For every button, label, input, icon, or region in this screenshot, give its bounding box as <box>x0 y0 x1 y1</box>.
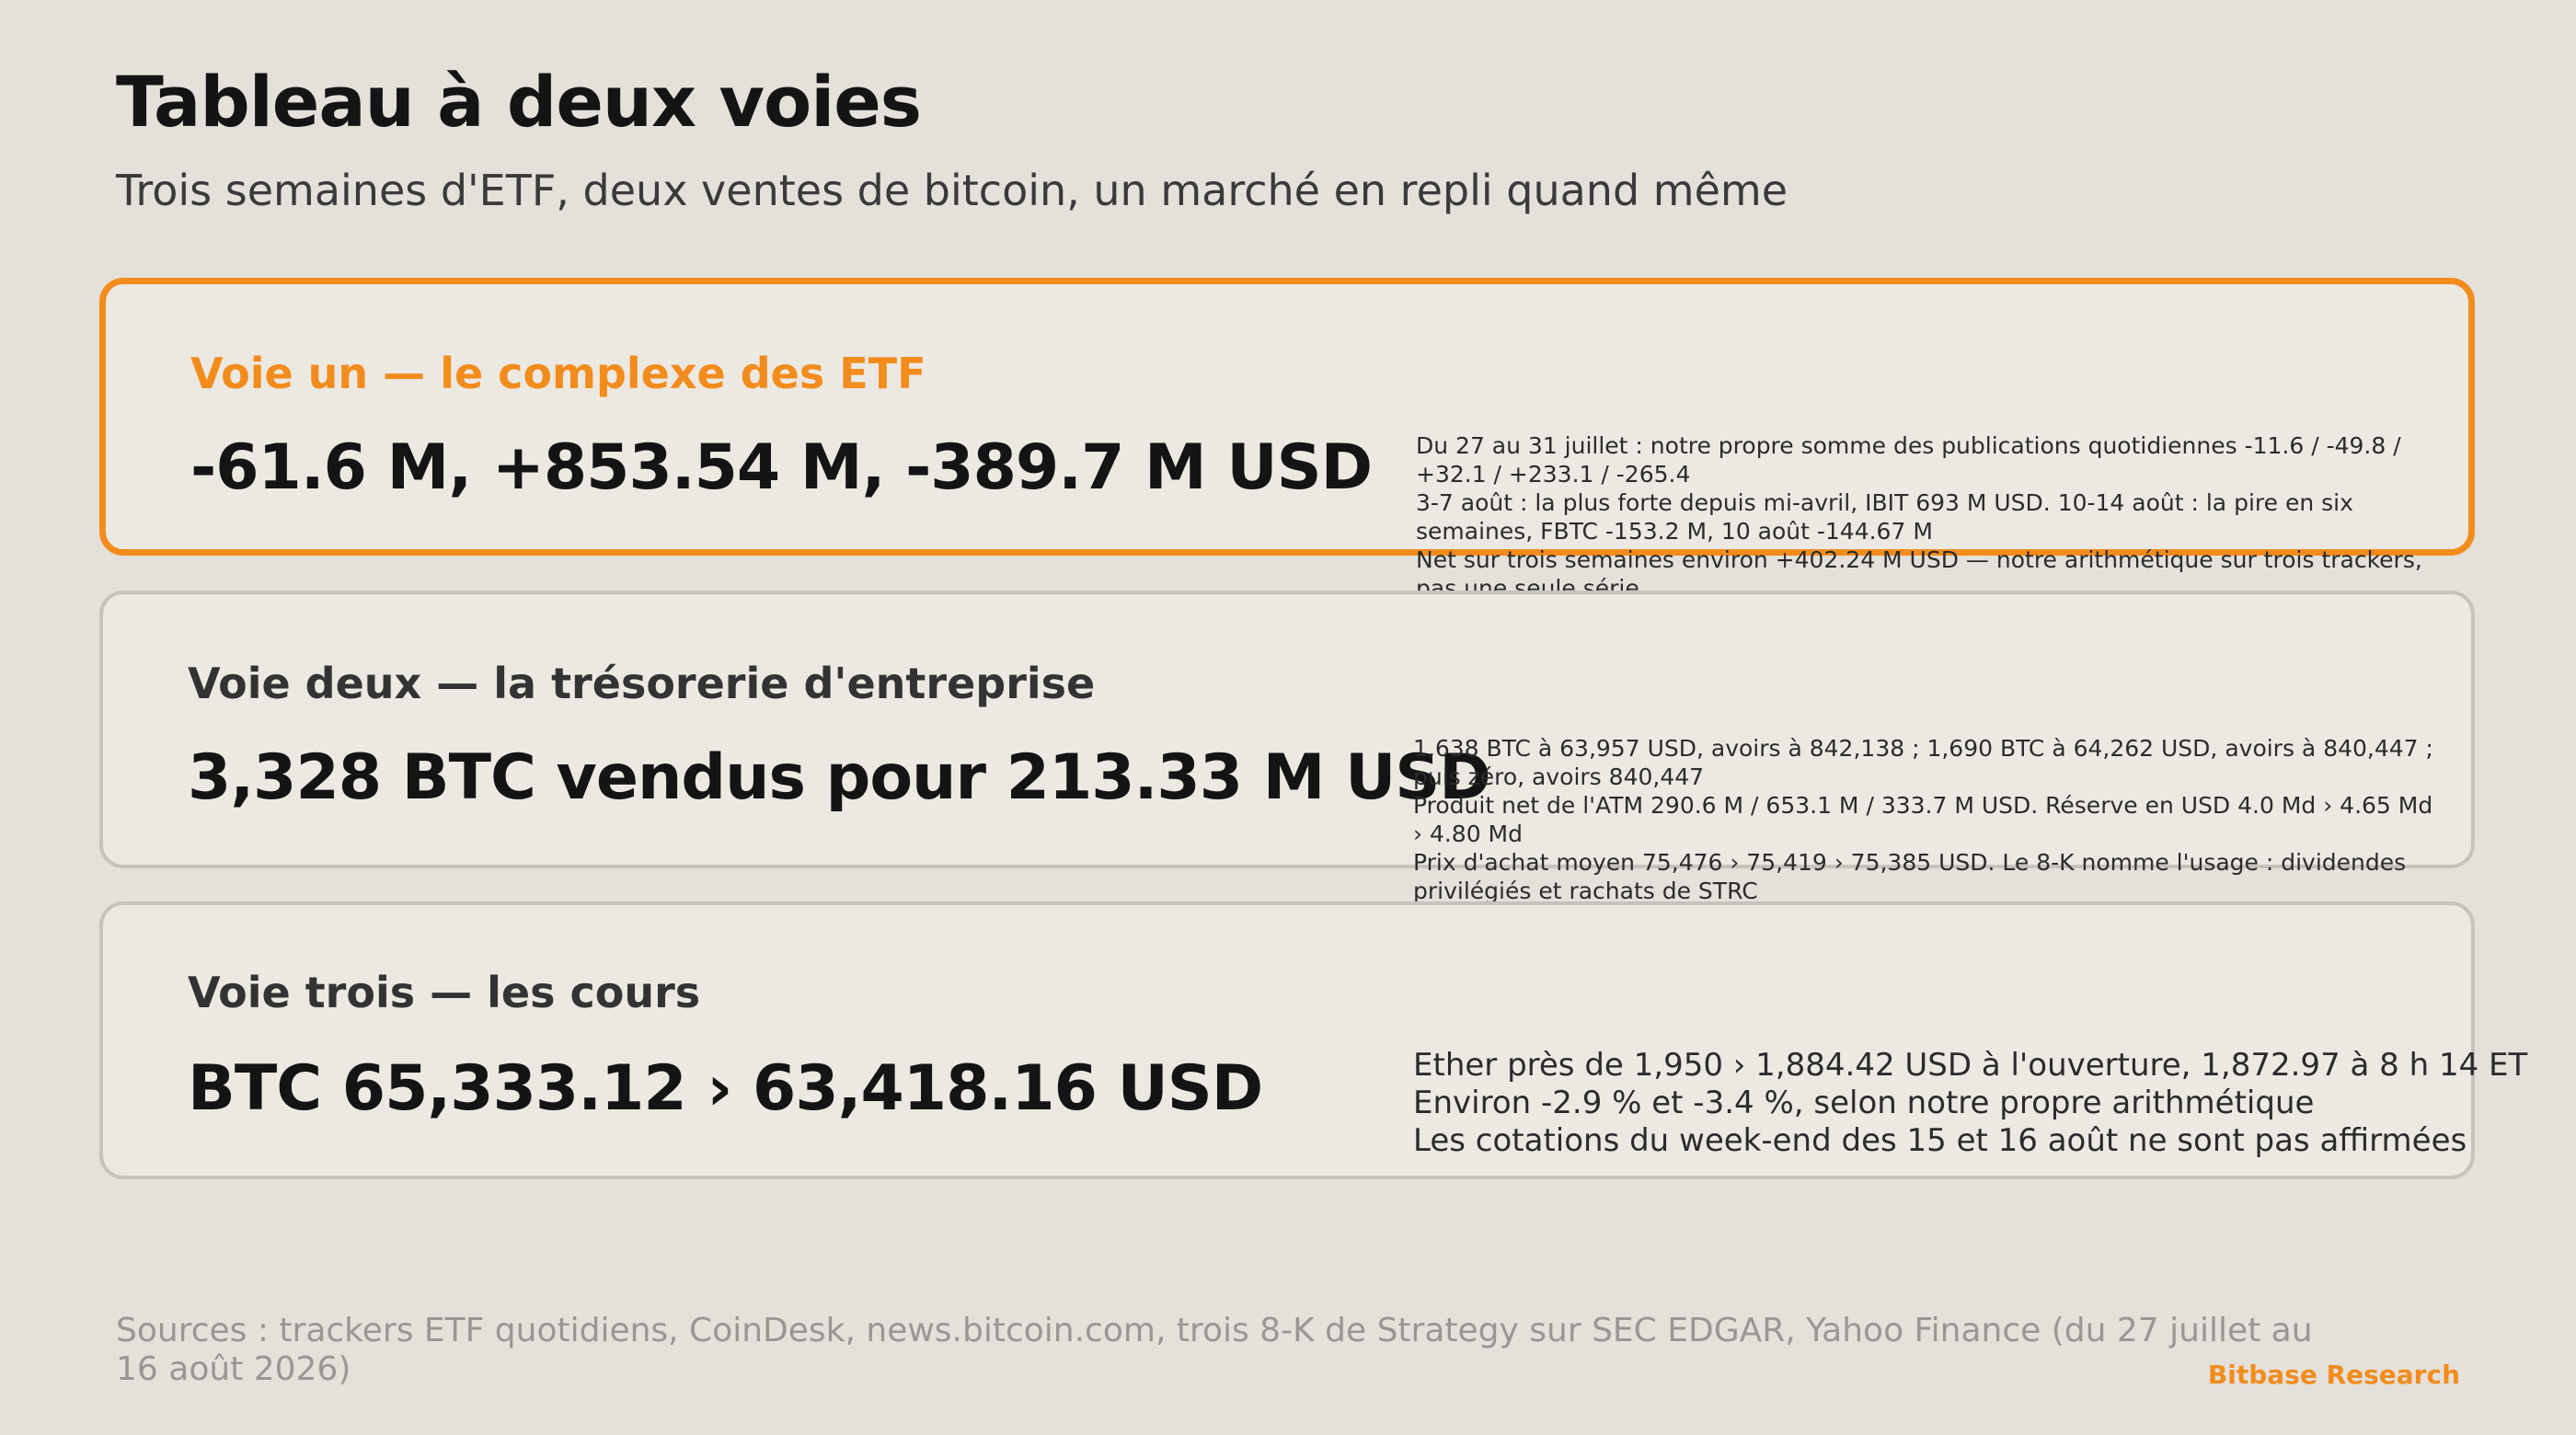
lane-heading: Voie deux — la trésorerie d'entreprise <box>188 659 1096 708</box>
lane-note: Produit net de l'ATM 290.6 M / 653.1 M /… <box>1413 792 2433 847</box>
lane-note: Du 27 au 31 juillet : notre propre somme… <box>1416 432 2401 488</box>
lane-treasury-panel: Voie deux — la trésorerie d'entreprise 3… <box>99 591 2475 904</box>
lane-notes: Du 27 au 31 juillet : notre propre somme… <box>1416 431 2446 603</box>
lane-notes: Ether près de 1,950 › 1,884.42 USD à l'o… <box>1413 1047 2528 1160</box>
lane-note: Prix d'achat moyen 75,476 › 75,419 › 75,… <box>1413 849 2407 904</box>
page-title: Tableau à deux voies <box>116 61 922 143</box>
lane-etf-panel: Voie un — le complexe des ETF -61.6 M, +… <box>99 278 2475 602</box>
lane-note: Net sur trois semaines environ +402.24 M… <box>1416 546 2422 602</box>
lane-heading: Voie trois — les cours <box>188 968 701 1017</box>
lane-note: 3-7 août : la plus forte depuis mi-avril… <box>1416 489 2353 545</box>
lane-notes: 1,638 BTC à 63,957 USD, avoirs à 842,138… <box>1413 734 2444 905</box>
lane-note: Environ -2.9 % et -3.4 %, selon notre pr… <box>1413 1085 2315 1121</box>
page-subtitle: Trois semaines d'ETF, deux ventes de bit… <box>116 166 1788 215</box>
lane-headline-figure: -61.6 M, +853.54 M, -389.7 M USD <box>190 431 1373 504</box>
lane-prices-panel: Voie trois — les cours BTC 65,333.12 › 6… <box>99 901 2528 1179</box>
lane-note: 1,638 BTC à 63,957 USD, avoirs à 842,138… <box>1413 735 2433 790</box>
brand-label: Bitbase Research <box>2207 1360 2460 1390</box>
lane-note: Les cotations du week-end des 15 et 16 a… <box>1413 1122 2467 1159</box>
lane-headline-figure: BTC 65,333.12 › 63,418.16 USD <box>188 1052 1263 1125</box>
sources-footnote: Sources : trackers ETF quotidiens, CoinD… <box>116 1312 2313 1388</box>
lane-headline-figure: 3,328 BTC vendus pour 213.33 M USD <box>188 741 1491 814</box>
lane-note: Ether près de 1,950 › 1,884.42 USD à l'o… <box>1413 1047 2528 1084</box>
lane-heading: Voie un — le complexe des ETF <box>190 349 926 398</box>
